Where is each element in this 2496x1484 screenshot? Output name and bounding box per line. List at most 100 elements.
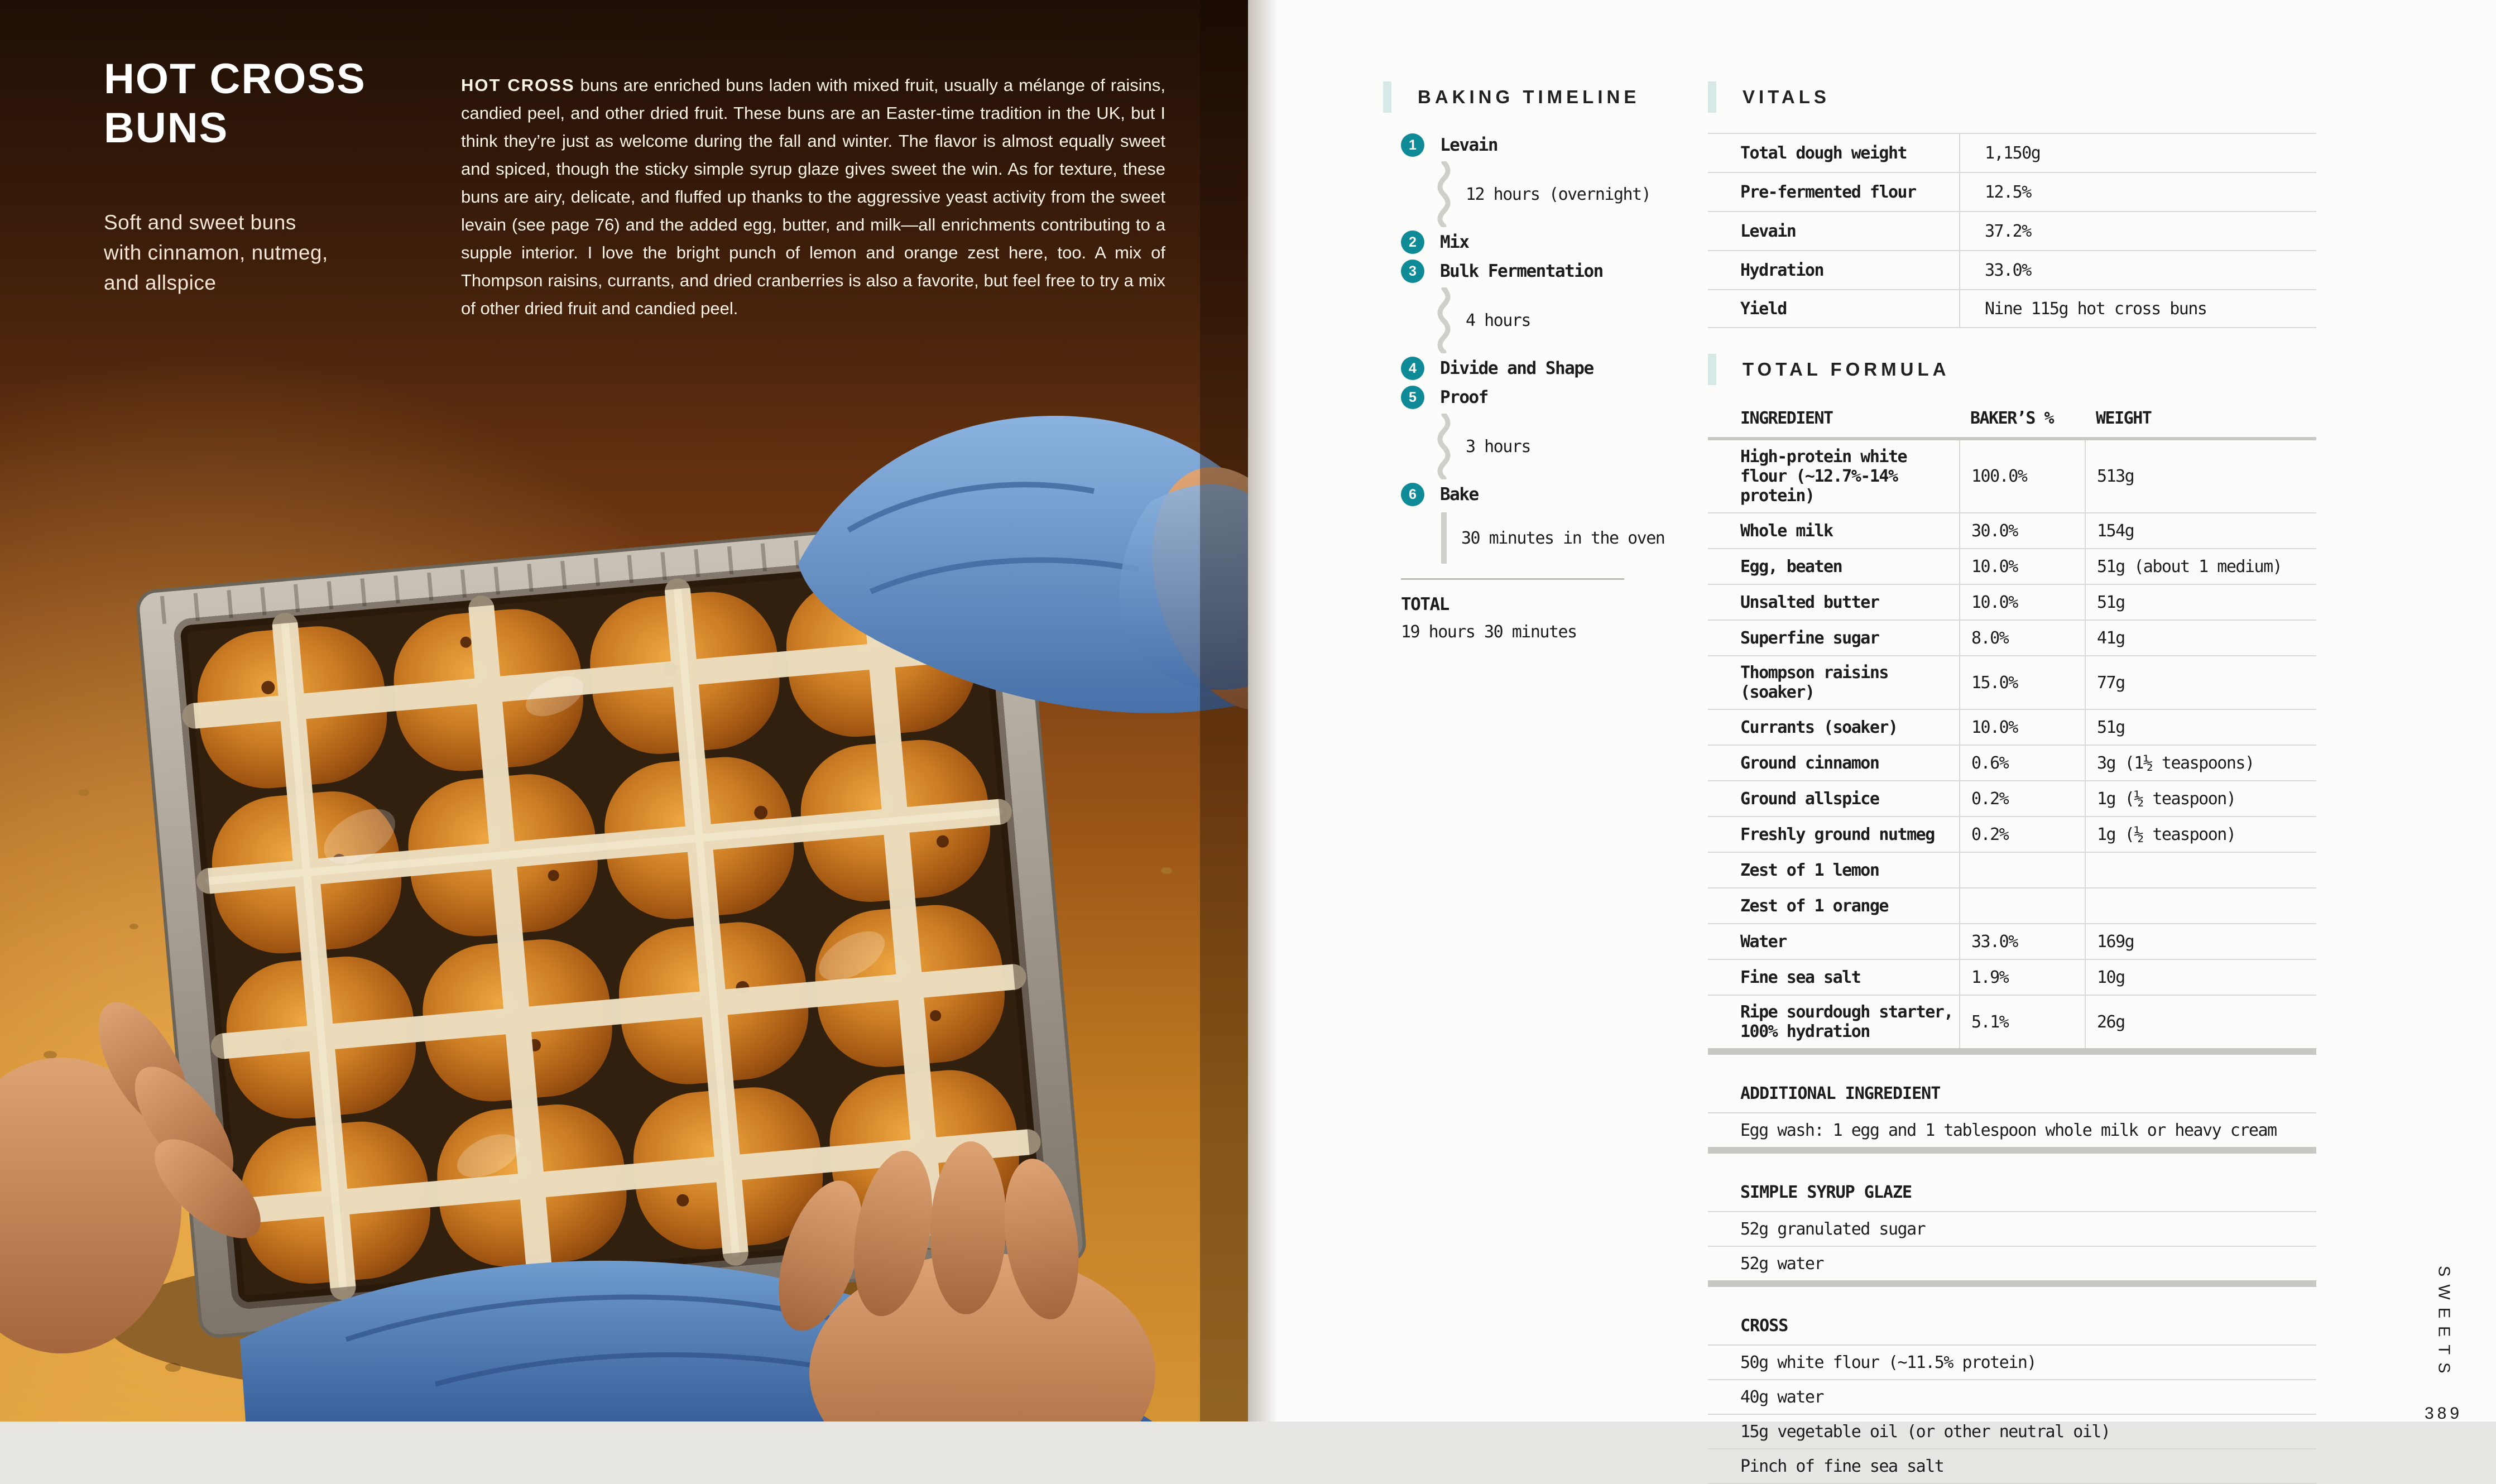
ingredient-name: Whole milk — [1740, 521, 1833, 541]
page-edge-footer: SWEETS 389 — [2425, 1266, 2463, 1423]
intro-lead: HOT CROSS — [461, 75, 575, 95]
bakers-percent: 10.0% — [1959, 549, 2085, 584]
step-connector: 4 hours — [1437, 287, 1707, 354]
step-number-badge: 4 — [1401, 357, 1424, 380]
table-row: Ground cinnamon 0.6% 3g (1½ teaspoons) — [1708, 745, 2316, 780]
ingredient-weight — [2085, 853, 2316, 887]
bakers-percent — [1959, 889, 2085, 923]
list-item: 52g water — [1708, 1246, 2316, 1280]
total-formula-section: TOTAL FORMULA INGREDIENT BAKER’S % WEIGH… — [1708, 354, 2316, 1055]
ingredient-name: Superfine sugar — [1740, 628, 1880, 648]
ingredient-name: High-protein white flour (~12.7%-14% pro… — [1740, 447, 1908, 506]
additional-ingredient-section: ADDITIONAL INGREDIENT Egg wash: 1 egg an… — [1708, 1084, 2316, 1154]
vital-label: Levain — [1740, 221, 1797, 241]
vital-label: Hydration — [1740, 260, 1825, 280]
vital-label: Yield — [1740, 299, 1787, 319]
vital-value: 37.2% — [1959, 212, 2316, 250]
timeline-steps: 1 Levain 12 hours (overnight) — [1383, 131, 1707, 566]
table-row: Zest of 1 orange — [1708, 887, 2316, 923]
table-row: High-protein white flour (~12.7%-14% pro… — [1708, 440, 2316, 512]
vital-label: Pre-fermented flour — [1740, 182, 1917, 202]
ingredient-weight: 10g — [2085, 960, 2316, 995]
ingredient-name: Thompson raisins (soaker) — [1740, 663, 1889, 702]
timeline-step: 6 Bake 30 minutes in the oven — [1401, 480, 1707, 566]
list-item: 15g vegetable oil (or other neutral oil) — [1708, 1414, 2316, 1448]
total-label: TOTAL — [1401, 594, 1449, 614]
ingredient-name: Ground allspice — [1740, 789, 1880, 809]
table-row: Thompson raisins (soaker) 15.0% 77g — [1708, 655, 2316, 709]
intro-paragraph: HOT CROSS buns are enriched buns laden w… — [461, 71, 1165, 323]
list-item: 40g water — [1708, 1379, 2316, 1414]
ingredient-weight: 169g — [2085, 924, 2316, 959]
list-item: Pinch of fine sea salt — [1708, 1448, 2316, 1483]
vital-value: 33.0% — [1959, 251, 2316, 289]
ingredient-name: Unsalted butter — [1740, 592, 1880, 612]
baking-timeline-header: BAKING TIMELINE — [1383, 81, 1707, 113]
formula-table: High-protein white flour (~12.7%-14% pro… — [1708, 440, 2316, 1055]
recipe-tables: VITALS Total dough weight 1,150g Pre-fer… — [1708, 81, 2316, 1484]
step-duration: 12 hours (overnight) — [1466, 184, 1652, 204]
step-label: Mix — [1440, 232, 1470, 252]
ingredient-weight — [2085, 889, 2316, 923]
ingredient-name: Freshly ground nutmeg — [1740, 824, 1935, 844]
column-header-weight: WEIGHT — [2096, 409, 2152, 428]
vital-value: 12.5% — [1959, 173, 2316, 211]
table-row: Unsalted butter 10.0% 51g — [1708, 584, 2316, 619]
ingredient-name: Water — [1740, 931, 1787, 952]
additional-ingredient-heading: ADDITIONAL INGREDIENT — [1740, 1084, 1941, 1103]
timeline-step: 5 Proof 3 hours — [1401, 383, 1707, 480]
right-page: BAKING TIMELINE 1 Levain — [1248, 0, 2496, 1484]
bakers-percent: 5.1% — [1959, 996, 2085, 1048]
formula-column-headers: INGREDIENT BAKER’S % WEIGHT — [1708, 404, 2316, 440]
vitals-heading: VITALS — [1743, 87, 1830, 107]
vitals-section: VITALS Total dough weight 1,150g Pre-fer… — [1708, 81, 2316, 328]
intro-body: buns are enriched buns laden with mixed … — [461, 75, 1165, 318]
ingredient-weight: 1g (½ teaspoon) — [2085, 781, 2316, 816]
cross-heading: CROSS — [1740, 1316, 1788, 1336]
bakers-percent — [1959, 853, 2085, 887]
timeline-step: 4 Divide and Shape — [1401, 354, 1707, 383]
left-page-photo: HOT CROSS BUNS Soft and sweet buns with … — [0, 0, 1248, 1421]
step-number-badge: 2 — [1401, 230, 1424, 254]
timeline-total: TOTAL 19 hours 30 minutes — [1401, 578, 1624, 642]
bakers-percent: 33.0% — [1959, 924, 2085, 959]
vital-value: 1,150g — [1959, 134, 2316, 172]
recipe-subtitle: Soft and sweet buns with cinnamon, nutme… — [104, 211, 328, 294]
total-value: 19 hours 30 minutes — [1401, 622, 1577, 642]
table-row: Fine sea salt 1.9% 10g — [1708, 959, 2316, 995]
simple-syrup-glaze-heading: SIMPLE SYRUP GLAZE — [1740, 1183, 1912, 1202]
column-header-bakers-pct: BAKER’S % — [1970, 409, 2055, 428]
step-connector: 30 minutes in the oven — [1437, 510, 1707, 566]
table-row: Water 33.0% 169g — [1708, 923, 2316, 959]
vitals-table: Total dough weight 1,150g Pre-fermented … — [1708, 133, 2316, 328]
hot-cross-buns-photo — [0, 0, 1248, 1421]
ingredient-name: Fine sea salt — [1740, 967, 1861, 987]
cross-list: 50g white flour (~11.5% protein) 40g wat… — [1708, 1344, 2316, 1484]
step-duration: 3 hours — [1466, 436, 1531, 457]
bakers-percent: 1.9% — [1959, 960, 2085, 995]
table-row: Hydration 33.0% — [1708, 250, 2316, 289]
squiggle-connector-icon — [1437, 287, 1451, 353]
bakers-percent: 0.6% — [1959, 746, 2085, 780]
accent-bar — [1383, 81, 1391, 113]
bakers-percent: 100.0% — [1959, 440, 2085, 512]
table-row: Currants (soaker) 10.0% 51g — [1708, 709, 2316, 745]
timeline-step: 2 Mix — [1401, 228, 1707, 257]
squiggle-connector-icon — [1437, 414, 1451, 479]
column-header-ingredient: INGREDIENT — [1740, 409, 1833, 428]
bakers-percent: 8.0% — [1959, 621, 2085, 655]
timeline-step: 1 Levain 12 hours (overnight) — [1401, 131, 1707, 228]
step-label: Proof — [1440, 387, 1489, 407]
step-label: Bulk Fermentation — [1440, 261, 1604, 281]
chapter-label: SWEETS — [2435, 1266, 2453, 1381]
total-formula-header: TOTAL FORMULA — [1708, 354, 2316, 385]
table-row: Levain 37.2% — [1708, 211, 2316, 250]
list-item: 50g white flour (~11.5% protein) — [1708, 1344, 2316, 1379]
step-duration: 4 hours — [1466, 310, 1531, 330]
table-row: Superfine sugar 8.0% 41g — [1708, 619, 2316, 655]
ingredient-weight: 51g — [2085, 585, 2316, 619]
ingredient-name: Ground cinnamon — [1740, 753, 1880, 773]
step-number-badge: 5 — [1401, 386, 1424, 409]
squiggle-connector-icon — [1437, 161, 1451, 227]
